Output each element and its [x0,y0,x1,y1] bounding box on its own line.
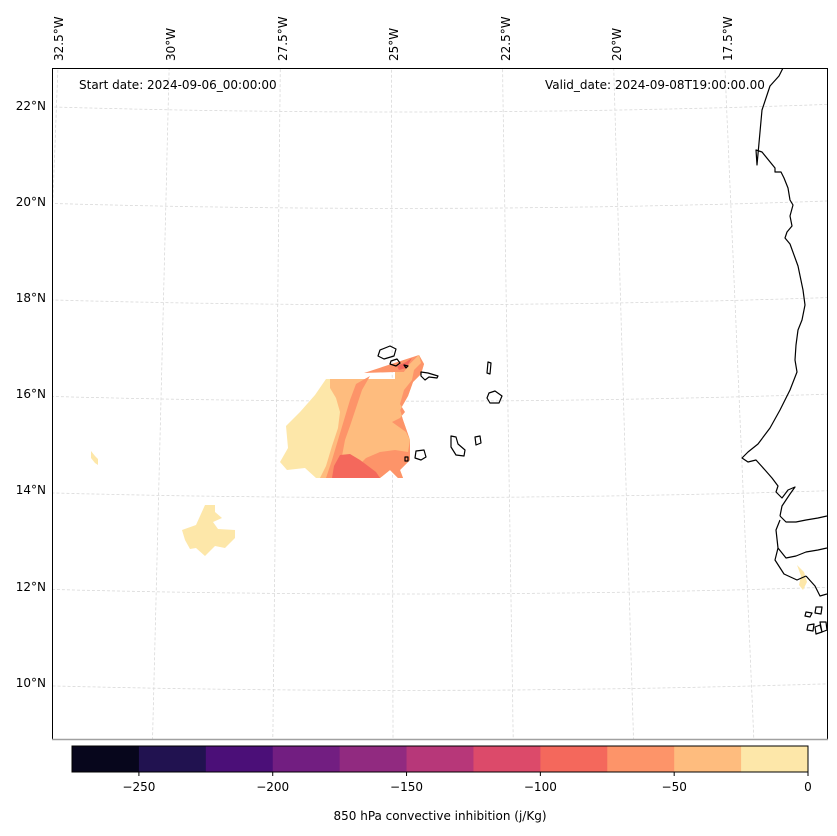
coastline-santa-luzia [403,364,409,369]
colorbar-label: 850 hPa convective inhibition (j/Kg) [333,809,547,823]
colorbar-segment [406,746,474,772]
colorbar-tick-label: −150 [390,780,424,794]
colorbar-tick-label: −50 [661,780,687,794]
colorbar-segment [607,746,675,772]
valid-date-label: Valid_date: 2024-09-08T19:00:00.00 [545,78,765,92]
coastline-maio [474,435,482,446]
colorbar [71,745,809,776]
contour-fill-southwest-patch [182,505,235,556]
coastline-santo-antao [377,345,397,360]
parallel-gridline [53,200,827,209]
cin-contours [91,355,807,590]
coastline-santiago [450,435,466,457]
axes-frame [52,68,828,740]
lat-label: 14°N [15,483,46,497]
contour-fill-far-west-speck [91,451,98,465]
coastline-sao-vicente [389,358,401,367]
lat-label: 10°N [15,676,46,690]
parallel-gridline [53,104,827,113]
meridian-gridline [724,69,755,739]
parallel-gridline [53,683,827,691]
colorbar-frame [71,745,809,773]
colorbar-segment [741,746,809,772]
lat-label: 16°N [15,387,46,401]
colorbar-segment [72,746,140,772]
coastline-sao-nicolau [420,371,439,381]
gridlines [53,69,827,739]
colorbar-tick-label: −200 [256,780,290,794]
parallel-gridline [53,490,827,498]
coastlines [377,69,827,635]
colorbar-segment [272,746,341,772]
colorbar-tick-label: −250 [122,780,156,794]
colorbar-segment [540,746,608,772]
contour-fill-main-peak [332,454,380,478]
coastline-bijagos-islands [804,606,827,635]
coastline-boa-vista [486,390,503,404]
colorbar-segment [339,746,408,772]
colorbar-tick-label: −100 [523,780,557,794]
parallel-gridline [53,393,827,402]
meridian-gridline [53,69,59,209]
colorbar-segment [674,746,742,772]
parallel-gridline [53,297,827,306]
coastline-senegal-gambia [774,515,827,597]
lat-label: 12°N [15,580,46,594]
coastline-fogo [414,449,427,461]
lat-label: 20°N [15,195,46,209]
parallel-gridline [53,586,827,595]
colorbar-tick-label: 0 [804,780,812,794]
contour-fill-north-strip [397,358,412,370]
colorbar-segment [138,746,207,772]
contour-fill-main-band [320,355,424,478]
coastline-brava [404,456,409,462]
colorbar-segment [205,746,274,772]
colorbar-segment [473,746,541,772]
lat-label: 22°N [15,99,46,113]
start-date-label: Start date: 2024-09-06_00:00:00 [79,78,277,92]
lat-label: 18°N [15,291,46,305]
coastline-sal [486,361,492,375]
coastline-africa-north [741,69,806,517]
